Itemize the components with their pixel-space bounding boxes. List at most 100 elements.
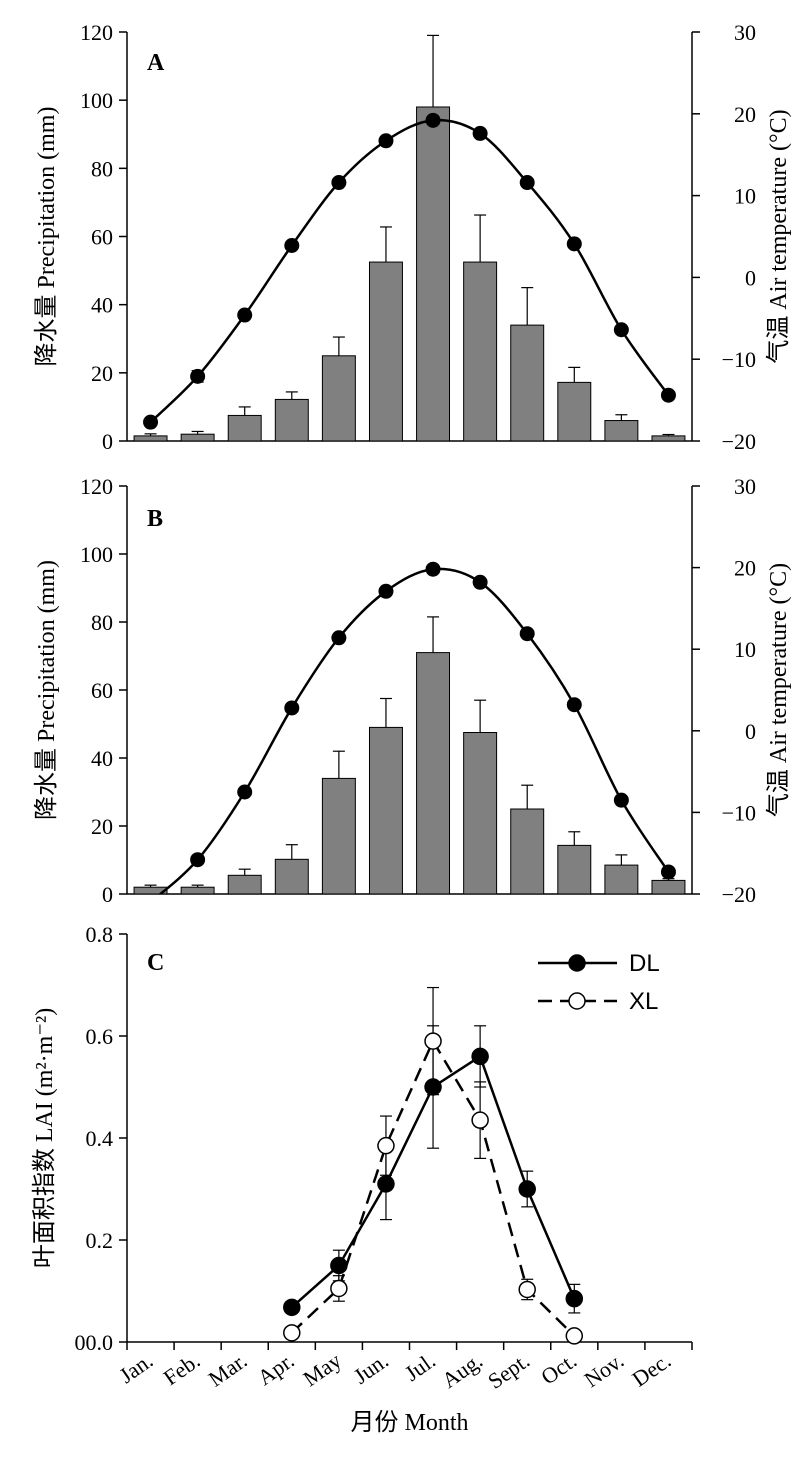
legend-label-xl: XL (629, 988, 658, 1015)
lai-point-xl (471, 1111, 489, 1129)
lai-point-xl (330, 1279, 348, 1298)
left-tick-label: 20 (91, 814, 113, 839)
x-tick-label: Mar. (204, 1348, 252, 1392)
temperature-series (143, 561, 676, 910)
legend-label-dl: DL (629, 950, 660, 977)
temperature-point (378, 583, 394, 599)
left-tick-label: 80 (91, 156, 113, 181)
temperature-line (149, 118, 670, 424)
temperature-point (331, 175, 347, 191)
bar (274, 858, 309, 895)
lai-point-dl (283, 1298, 301, 1317)
temperature-point (190, 368, 206, 384)
lai-point-xl (424, 1032, 442, 1050)
x-tick-label: Sept. (483, 1348, 534, 1394)
left-tick-label: 00.0 (75, 1330, 114, 1355)
temperature-point (519, 626, 535, 642)
left-tick-label: 120 (80, 20, 113, 45)
left-tick-label: 60 (91, 678, 113, 703)
left-axis-label: 降水量 Precipitation (mm) (33, 107, 60, 367)
lai-point-xl (518, 1280, 536, 1299)
panel-label: C (147, 950, 164, 976)
bar (463, 261, 498, 442)
bar (321, 355, 356, 442)
x-tick-label: Dec. (627, 1348, 675, 1392)
right-tick-label: −20 (722, 429, 756, 454)
bar (227, 414, 262, 442)
temperature-point (566, 236, 582, 252)
right-tick-label: 0 (745, 265, 756, 290)
x-tick-label: Oct. (536, 1348, 581, 1390)
x-tick-label: Aug. (437, 1348, 487, 1393)
left-tick-label: 0.2 (86, 1228, 114, 1253)
temperature-point (143, 414, 159, 430)
bar (651, 435, 686, 442)
temperature-point (519, 175, 535, 191)
lai-point-dl (518, 1180, 536, 1198)
right-tick-label: 10 (734, 184, 756, 209)
right-axis-label: 气温 Air temperature (°C) (765, 563, 792, 817)
right-tick-label: 30 (734, 474, 756, 499)
temperature-point (331, 630, 347, 646)
bar (510, 324, 545, 442)
right-axis-label: 气温 Air temperature (°C) (765, 109, 792, 363)
bar (180, 433, 215, 442)
temperature-point (284, 237, 300, 253)
bar (463, 732, 498, 895)
left-axis-label: 降水量 Precipitation (mm) (33, 560, 60, 820)
temperature-point (378, 133, 394, 149)
temperature-point (472, 574, 488, 590)
panel-label: B (147, 506, 163, 532)
bar (180, 886, 215, 895)
left-tick-label: 0.6 (86, 1024, 114, 1049)
temperature-point (613, 792, 629, 808)
x-tick-label: Apr. (253, 1348, 299, 1391)
lai-point-xl (283, 1324, 301, 1342)
lai-point-dl (471, 1047, 489, 1066)
lai-point-dl (377, 1175, 395, 1193)
bar (604, 864, 639, 895)
right-tick-label: −10 (722, 800, 756, 825)
x-axis-label: 月份 Month (350, 1409, 468, 1436)
temperature-point (190, 852, 206, 868)
bar (557, 844, 592, 895)
legend-marker-dl (568, 954, 586, 972)
temperature-point (660, 864, 676, 880)
bar (651, 879, 686, 895)
temperature-point (237, 307, 253, 323)
left-tick-label: 120 (80, 474, 113, 499)
x-tick-label: Jul. (400, 1348, 440, 1386)
bar (133, 886, 168, 895)
right-tick-label: 20 (734, 556, 756, 581)
temperature-point (425, 561, 441, 577)
bar (510, 808, 545, 895)
x-tick-label: Jan. (115, 1348, 158, 1388)
right-tick-label: −20 (722, 882, 756, 907)
bar (227, 874, 262, 895)
temperature-point (566, 697, 582, 713)
bar (133, 435, 168, 442)
temperature-point (425, 112, 441, 128)
bar (416, 652, 451, 895)
bar (368, 261, 403, 442)
right-tick-label: 30 (734, 20, 756, 45)
left-tick-label: 0.8 (86, 922, 114, 947)
bar (604, 420, 639, 442)
temperature-point (472, 125, 488, 141)
lai-point-xl (377, 1136, 395, 1155)
legend-marker-xl (568, 992, 586, 1010)
left-axis-label: 叶面积指数 LAI (m²·m⁻²) (31, 1008, 58, 1268)
left-tick-label: 80 (91, 610, 113, 635)
left-tick-label: 60 (91, 225, 113, 250)
temperature-point (613, 322, 629, 338)
x-tick-label: Jun. (349, 1348, 393, 1389)
right-tick-label: 10 (734, 637, 756, 662)
left-tick-label: 0.4 (86, 1126, 114, 1151)
panel-c: 00.0 0.2 0.4 0.6 0.8 叶面积指数 LAI (m²·m⁻²) C Jan. F… (31, 922, 693, 1436)
temperature-point (143, 895, 158, 910)
left-tick-label: 100 (80, 542, 113, 567)
temperature-series (143, 112, 676, 430)
